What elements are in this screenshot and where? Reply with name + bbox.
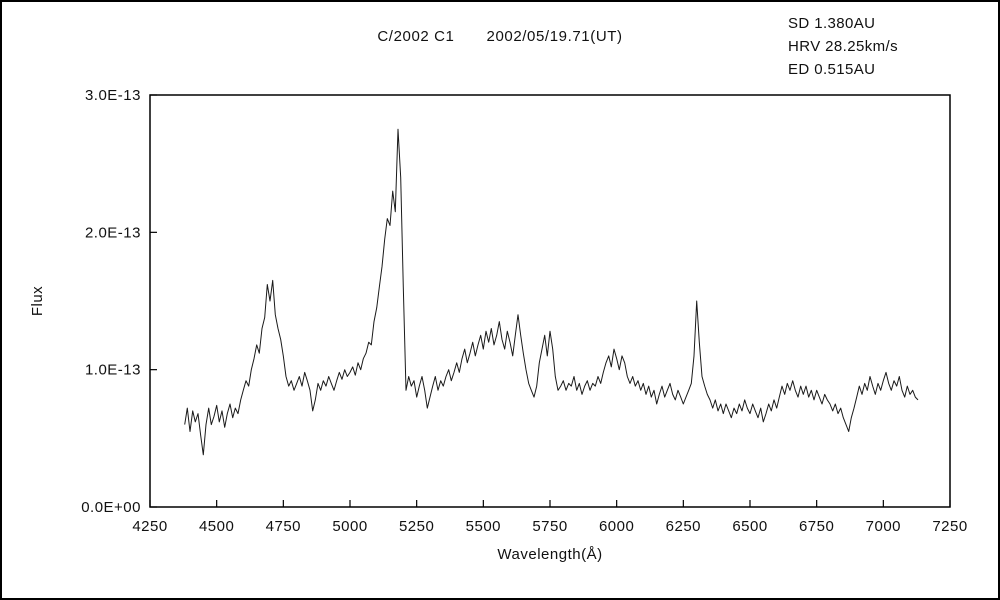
- annotation-ed: ED 0.515AU: [788, 61, 876, 78]
- x-tick-label: 5250: [399, 518, 434, 535]
- y-tick-label: 2.0E-13: [85, 224, 141, 241]
- chart-title: C/2002 C1 2002/05/19.71(UT): [2, 28, 998, 45]
- x-tick-label: 5000: [332, 518, 367, 535]
- x-tick-label: 6000: [599, 518, 634, 535]
- y-tick-label: 1.0E-13: [85, 362, 141, 379]
- x-tick-label: 6750: [799, 518, 834, 535]
- x-tick-label: 4750: [266, 518, 301, 535]
- y-axis-label: Flux: [29, 286, 46, 316]
- x-tick-label: 6500: [732, 518, 767, 535]
- y-tick-label: 3.0E-13: [85, 87, 141, 104]
- x-tick-label: 7250: [932, 518, 967, 535]
- x-tick-label: 4250: [132, 518, 167, 535]
- x-tick-label: 5500: [466, 518, 501, 535]
- x-tick-label: 6250: [666, 518, 701, 535]
- x-tick-label: 7000: [866, 518, 901, 535]
- x-axis-label: Wavelength(Å): [497, 546, 602, 563]
- chart-title-date: 2002/05/19.71(UT): [486, 28, 623, 45]
- annotation-hrv: HRV 28.25km/s: [788, 38, 898, 55]
- x-tick-label: 5750: [532, 518, 567, 535]
- x-tick-label: 4500: [199, 518, 234, 535]
- annotation-sd: SD 1.380AU: [788, 15, 876, 32]
- spectrum-line: [184, 128, 919, 456]
- y-tick-label: 0.0E+00: [81, 499, 141, 516]
- chart-title-object: C/2002 C1: [377, 28, 455, 45]
- observation-annotations: SD 1.380AU HRV 28.25km/s ED 0.515AU: [788, 12, 898, 81]
